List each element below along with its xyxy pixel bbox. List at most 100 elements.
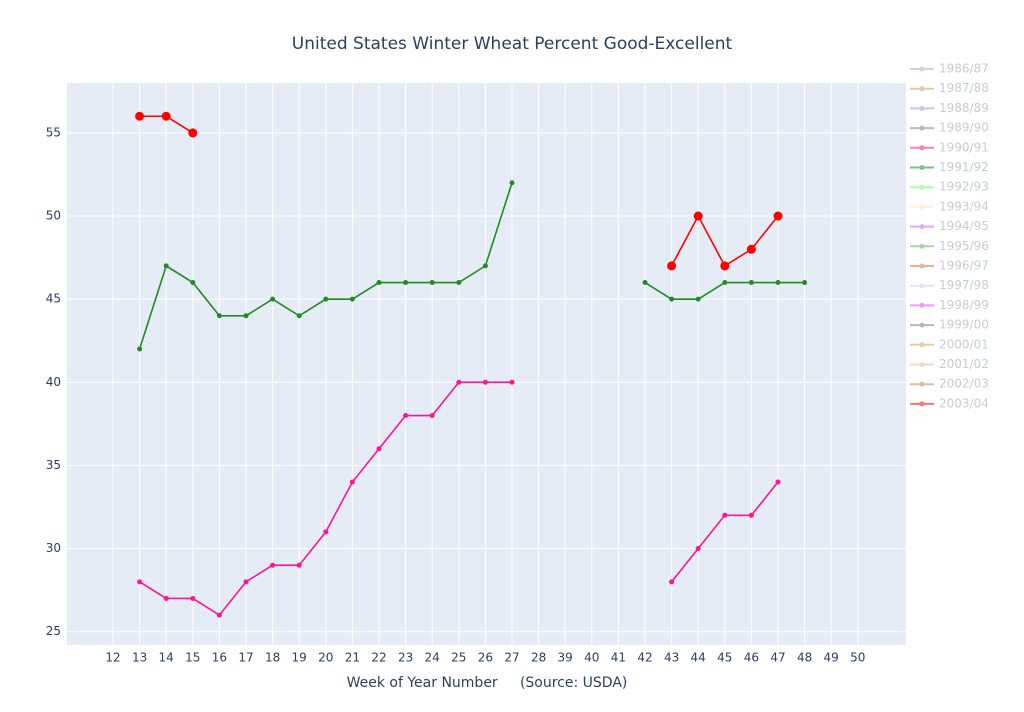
data-point bbox=[270, 296, 276, 302]
legend-marker bbox=[919, 165, 925, 170]
data-point bbox=[376, 280, 382, 286]
data-point bbox=[693, 211, 703, 221]
y-tick-label: 30 bbox=[46, 541, 61, 555]
x-tick-label: 13 bbox=[132, 651, 147, 665]
data-point bbox=[296, 562, 302, 568]
data-point bbox=[429, 413, 435, 419]
legend-marker bbox=[919, 381, 925, 387]
data-point bbox=[773, 211, 783, 221]
data-point bbox=[802, 280, 808, 286]
legend-label: 1998/99 bbox=[939, 298, 989, 312]
legend-label: 2003/04 bbox=[939, 396, 989, 410]
data-point bbox=[161, 111, 171, 121]
legend-marker bbox=[919, 362, 925, 367]
data-point bbox=[720, 261, 730, 271]
legend-label: 1995/96 bbox=[939, 239, 989, 253]
legend-label: 1997/98 bbox=[939, 278, 989, 292]
x-tick-label: 42 bbox=[637, 651, 652, 665]
chart-title: United States Winter Wheat Percent Good-… bbox=[292, 34, 733, 54]
data-point bbox=[323, 296, 329, 302]
legend-label: 1986/87 bbox=[939, 62, 989, 76]
y-tick-label: 55 bbox=[46, 125, 61, 139]
legend-marker bbox=[919, 66, 925, 72]
data-point bbox=[748, 280, 754, 286]
legend-marker bbox=[919, 224, 925, 230]
legend-label: 2000/01 bbox=[939, 337, 989, 351]
data-point bbox=[695, 546, 701, 552]
x-tick-label: 22 bbox=[371, 651, 386, 665]
x-tick-label: 39 bbox=[558, 651, 573, 665]
x-tick-label: 46 bbox=[744, 651, 759, 665]
data-point bbox=[296, 313, 302, 319]
legend-label: 1992/93 bbox=[939, 180, 989, 194]
data-point bbox=[456, 280, 462, 286]
data-point bbox=[188, 128, 198, 138]
x-tick-label: 14 bbox=[159, 651, 174, 665]
x-tick-label: 17 bbox=[238, 651, 253, 665]
legend-marker bbox=[919, 204, 925, 210]
data-point bbox=[748, 512, 754, 518]
legend-marker bbox=[919, 401, 925, 407]
x-tick-label: 16 bbox=[212, 651, 227, 665]
x-tick-label: 23 bbox=[398, 651, 413, 665]
y-tick-label: 35 bbox=[46, 458, 61, 472]
legend-marker bbox=[919, 105, 925, 111]
legend-label: 2001/02 bbox=[939, 357, 989, 371]
data-point bbox=[482, 379, 488, 385]
x-tick-label: 40 bbox=[584, 651, 599, 665]
x-tick-label: 47 bbox=[770, 651, 785, 665]
data-point bbox=[642, 280, 648, 286]
legend-label: 1989/90 bbox=[939, 121, 989, 135]
legend-marker bbox=[919, 322, 925, 328]
legend-marker bbox=[919, 145, 925, 151]
data-point bbox=[216, 612, 222, 618]
data-point bbox=[163, 595, 169, 601]
data-point bbox=[669, 579, 675, 585]
x-tick-label: 21 bbox=[345, 651, 360, 665]
y-tick-label: 25 bbox=[46, 624, 61, 638]
data-point bbox=[775, 280, 781, 286]
data-point bbox=[695, 296, 701, 302]
x-tick-label: 25 bbox=[451, 651, 466, 665]
data-point bbox=[349, 296, 355, 302]
data-point bbox=[775, 479, 781, 485]
data-point bbox=[190, 280, 196, 286]
legend-label: 1990/91 bbox=[939, 140, 989, 154]
legend-label: 1987/88 bbox=[939, 81, 989, 95]
legend-marker bbox=[919, 342, 925, 348]
data-point bbox=[323, 529, 329, 535]
data-point bbox=[509, 180, 515, 186]
x-tick-label: 19 bbox=[292, 651, 307, 665]
data-point bbox=[509, 379, 515, 385]
y-tick-label: 40 bbox=[46, 375, 61, 389]
data-point bbox=[403, 280, 409, 286]
legend-marker bbox=[919, 86, 925, 92]
y-tick-label: 50 bbox=[46, 209, 61, 223]
plot-area bbox=[67, 83, 906, 645]
x-tick-label: 12 bbox=[105, 651, 120, 665]
data-point bbox=[482, 263, 488, 269]
legend-label: 1994/95 bbox=[939, 219, 989, 233]
x-tick-label: 24 bbox=[425, 651, 440, 665]
data-point bbox=[163, 263, 169, 269]
legend-label: 2002/03 bbox=[939, 377, 989, 391]
x-tick-label: 43 bbox=[664, 651, 679, 665]
data-point bbox=[403, 413, 409, 419]
data-point bbox=[243, 579, 249, 585]
data-point bbox=[746, 244, 756, 254]
x-tick-label: 18 bbox=[265, 651, 280, 665]
legend-label: 1991/92 bbox=[939, 160, 989, 174]
x-tick-label: 15 bbox=[185, 651, 200, 665]
data-point bbox=[216, 313, 222, 319]
data-point bbox=[722, 280, 728, 286]
data-point bbox=[429, 280, 435, 286]
legend-marker bbox=[919, 184, 925, 190]
x-tick-label: 49 bbox=[824, 651, 839, 665]
legend-marker bbox=[919, 263, 925, 269]
data-point bbox=[137, 579, 143, 585]
data-point bbox=[456, 379, 462, 385]
data-point bbox=[349, 479, 355, 485]
data-point bbox=[243, 313, 249, 319]
data-point bbox=[137, 346, 143, 352]
